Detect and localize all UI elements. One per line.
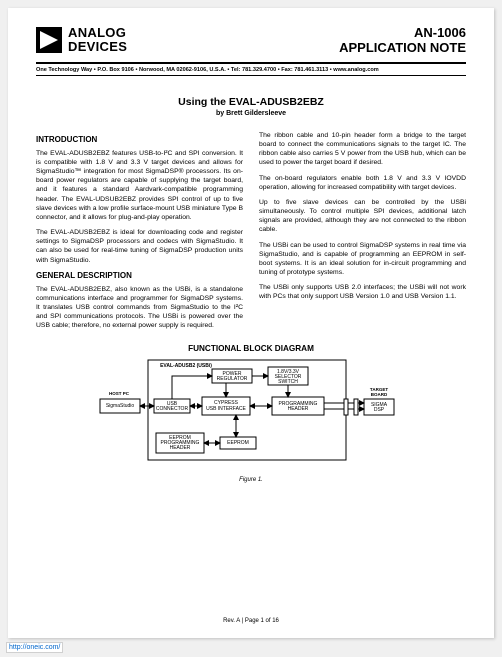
node-sel-l3: SWITCH xyxy=(278,379,298,385)
logo-block: ANALOG DEVICES xyxy=(36,26,127,53)
page-title: Using the EVAL-ADUSB2EBZ xyxy=(36,96,466,108)
host-label: HOST PC xyxy=(109,391,130,396)
doc-id: AN-1006 xyxy=(339,26,466,41)
author: by Brett Gildersleeve xyxy=(36,110,466,117)
node-dsp-l2: DSP xyxy=(374,407,385,413)
title-block: Using the EVAL-ADUSB2EBZ by Brett Gilder… xyxy=(36,96,466,117)
figure-caption: Figure 1. xyxy=(36,477,466,483)
block-diagram: EVAL-ADUSB2 (USBi) HOST PC SigmaStudio U… xyxy=(96,357,406,475)
node-cypress-l2: USB INTERFACE xyxy=(206,406,246,412)
node-powreg-l2: REGULATOR xyxy=(217,376,248,382)
node-usbconn-l2: CONNECTOR xyxy=(156,406,189,412)
diagram-wrap: EVAL-ADUSB2 (USBi) HOST PC SigmaStudio U… xyxy=(36,357,466,475)
gen-p1: The EVAL-ADUSB2EBZ, also known as the US… xyxy=(36,285,243,331)
right-p1: The ribbon cable and 10-pin header form … xyxy=(259,131,466,168)
brand-text: ANALOG DEVICES xyxy=(68,26,127,53)
intro-p2: The EVAL-ADUSB2EBZ is ideal for download… xyxy=(36,228,243,265)
body-columns: INTRODUCTION The EVAL-ADUSB2EBZ features… xyxy=(36,131,466,337)
corner-link[interactable]: http://oneic.com/ xyxy=(6,642,63,653)
node-eeh-l3: HEADER xyxy=(170,445,191,451)
right-p2: The on-board regulators enable both 1.8 … xyxy=(259,174,466,192)
right-p5: The USBi only supports USB 2.0 interface… xyxy=(259,283,466,301)
right-column: The ribbon cable and 10-pin header form … xyxy=(259,131,466,337)
node-eeprom: EEPROM xyxy=(227,440,249,446)
page-footer: Rev. A | Page 1 of 16 xyxy=(8,618,494,624)
node-prog-l2: HEADER xyxy=(288,406,309,412)
node-sigmastudio: SigmaStudio xyxy=(106,403,135,409)
diagram-title: FUNCTIONAL BLOCK DIAGRAM xyxy=(36,344,466,353)
right-p4: The USBi can be used to control SigmaDSP… xyxy=(259,241,466,278)
brand-line2: DEVICES xyxy=(68,40,127,54)
doc-id-block: AN-1006 APPLICATION NOTE xyxy=(339,26,466,56)
adi-logo-icon xyxy=(36,27,62,53)
brand-line1: ANALOG xyxy=(68,26,127,40)
intro-p1: The EVAL-ADUSB2EBZ features USB-to-I²C a… xyxy=(36,149,243,222)
target-l2: BOARD xyxy=(371,392,388,397)
intro-heading: INTRODUCTION xyxy=(36,135,243,146)
header: ANALOG DEVICES AN-1006 APPLICATION NOTE xyxy=(36,26,466,64)
outer-label: EVAL-ADUSB2 (USBi) xyxy=(160,363,212,369)
right-p3: Up to five slave devices can be controll… xyxy=(259,198,466,235)
gen-heading: GENERAL DESCRIPTION xyxy=(36,271,243,282)
company-info: One Technology Way • P.O. Box 9106 • Nor… xyxy=(36,64,466,76)
left-column: INTRODUCTION The EVAL-ADUSB2EBZ features… xyxy=(36,131,243,337)
doc-subtitle: APPLICATION NOTE xyxy=(339,41,466,56)
